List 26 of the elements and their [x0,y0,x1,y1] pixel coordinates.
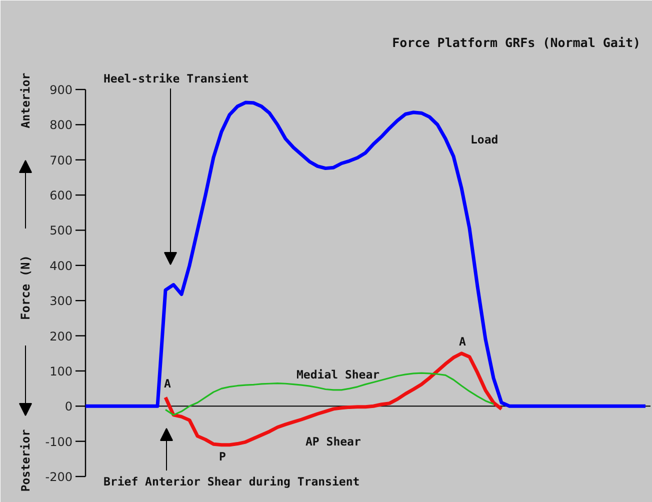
y-tick-label: 500 [50,224,72,238]
y-tick-label: 900 [50,83,72,97]
text: Heel-strike Transient [104,72,249,86]
text: Posterior [18,429,32,492]
annotation: P [219,450,226,464]
y-tick-label: 400 [50,258,72,273]
y-tick-label: 200 [50,329,72,344]
series-label: Load [470,132,498,146]
text: Anterior [18,72,32,128]
y-tick-label: 100 [50,364,72,378]
y-axis-title: Force (N) [18,254,32,320]
y-tick-label: -200 [45,470,72,484]
y-tick-label: 300 [50,294,72,308]
line-series [84,100,648,408]
series-label: Medial Shear [296,368,380,382]
y-tick-label: 800 [50,118,72,132]
y-tick-label: -100 [45,434,72,449]
annotation: A [459,334,466,348]
annotation: Brief Anterior Shear during Transient [104,474,360,488]
line-series [164,352,504,447]
series-label: AP Shear [306,434,361,448]
y-tick-label: 0 [64,400,73,414]
annotation: A [164,376,172,390]
y-tick-label: 700 [50,153,72,168]
y-tick-label: 600 [50,188,72,203]
chart-title: Force Platform GRFs (Normal Gait) [392,35,641,50]
